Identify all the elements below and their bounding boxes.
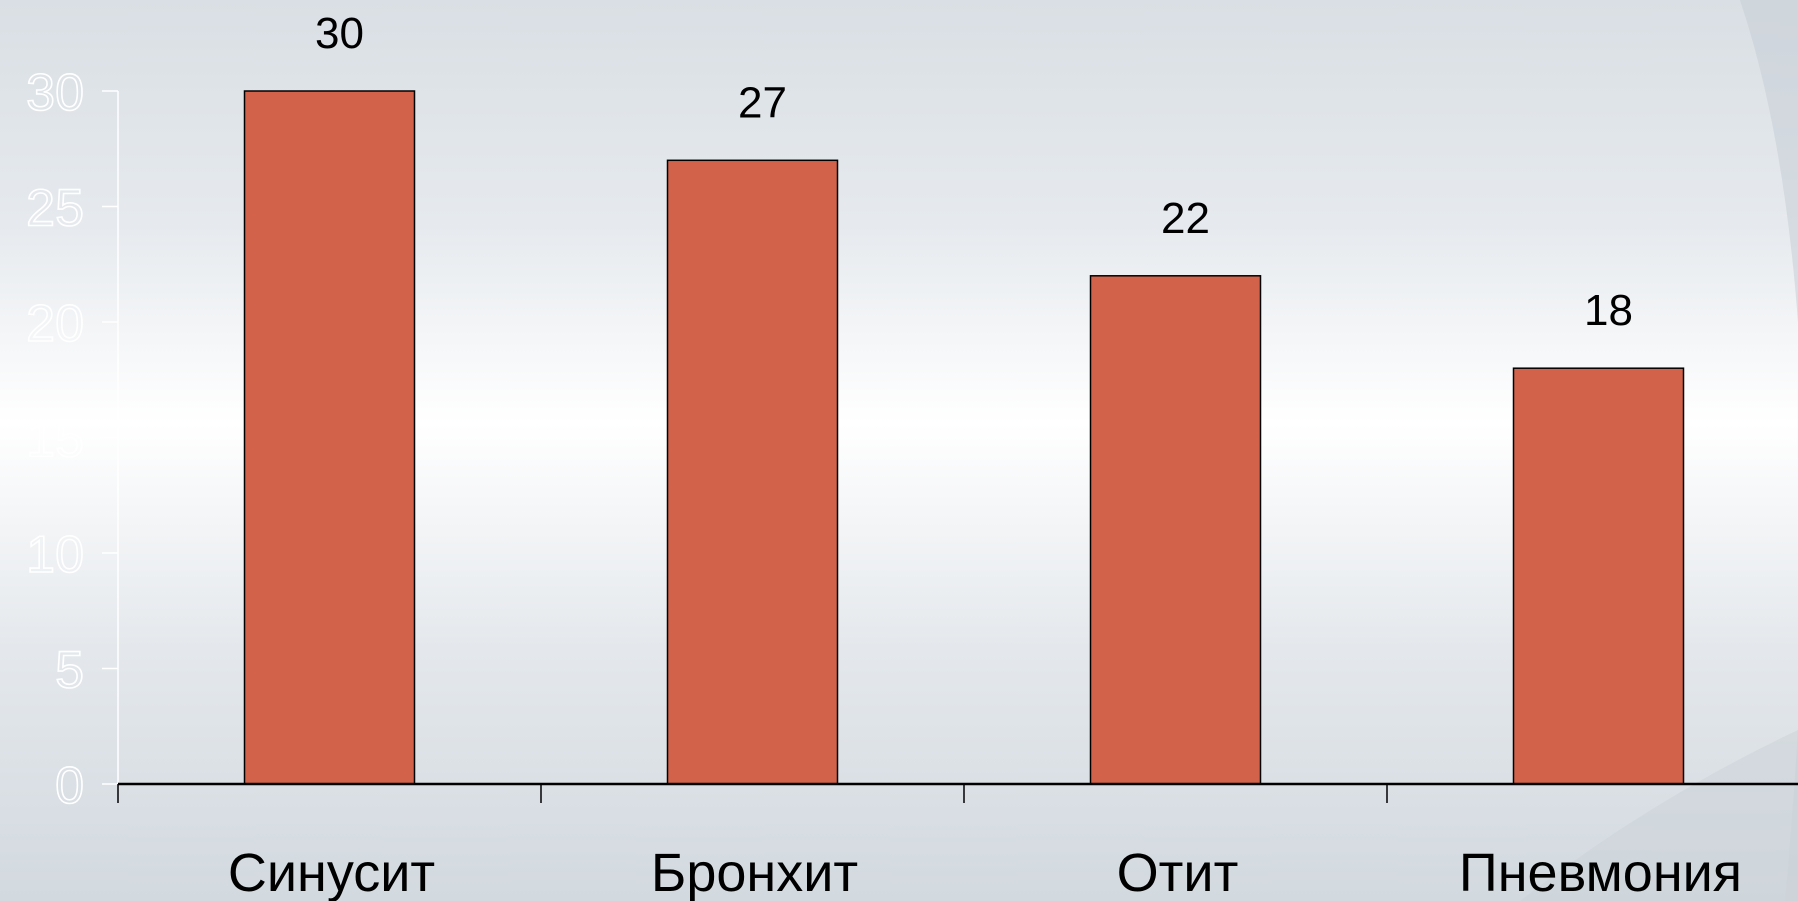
decorative-background-curves: [1520, 0, 1798, 901]
bar: [1089, 275, 1262, 785]
y-tick-label: 5: [55, 642, 84, 700]
category-label: Бронхит: [651, 843, 858, 901]
data-label: 22: [1161, 194, 1210, 243]
bar: [243, 90, 416, 785]
category-label: Синусит: [228, 843, 435, 901]
decorative-arc-right: [1740, 0, 1798, 901]
data-label: 18: [1584, 286, 1633, 335]
category-labels: Синусит Бронхит Отит Пневмония: [228, 843, 1742, 901]
y-tick-label: 10: [26, 526, 84, 584]
bars: [243, 90, 1685, 785]
y-tick-label: 15: [26, 411, 84, 469]
data-labels: 30 27 22 18: [315, 9, 1633, 335]
data-label: 27: [738, 78, 787, 127]
decorative-arc-bottom: [1520, 730, 1798, 901]
bar: [666, 159, 839, 785]
y-tick-label: 20: [26, 295, 84, 353]
category-label: Отит: [1117, 843, 1239, 901]
category-label: Пневмония: [1459, 843, 1742, 901]
bar: [1512, 367, 1685, 785]
y-tick-label: 0: [55, 757, 84, 815]
x-axis: [117, 782, 1798, 803]
y-tick-label: 30: [26, 64, 84, 122]
y-axis: 0 5 10 15 20 25 30: [25, 63, 119, 816]
data-label: 30: [315, 9, 364, 58]
y-tick-label: 25: [26, 180, 84, 238]
